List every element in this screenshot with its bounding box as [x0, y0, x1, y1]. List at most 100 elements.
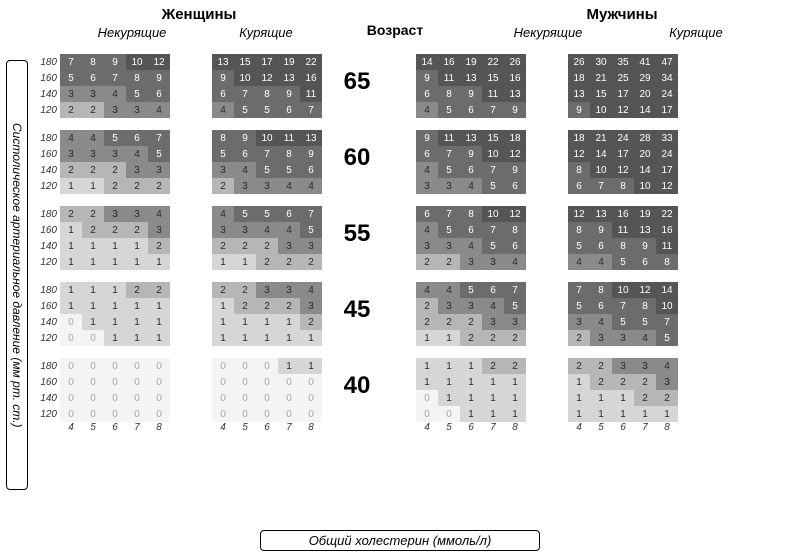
risk-cell: 5: [568, 238, 590, 254]
panel-row: 12011111: [36, 254, 170, 270]
sbp-label: 140: [36, 241, 60, 252]
risk-panel: 22334122231111211111: [188, 282, 322, 346]
risk-cell: 0: [416, 406, 438, 422]
age-row: 1801112216011111140011111200011122334122…: [36, 282, 780, 346]
risk-cell: 12: [634, 282, 656, 298]
risk-cell: 24: [656, 146, 678, 162]
risk-cell: 6: [126, 130, 148, 146]
cholesterol-row: 45678: [416, 422, 526, 433]
risk-cell: 4: [82, 130, 104, 146]
risk-cell: 3: [212, 162, 234, 178]
risk-cell: 7: [438, 146, 460, 162]
risk-cell: 1: [634, 406, 656, 422]
panel-row: 00111: [392, 406, 526, 422]
panel-row: 16011111: [36, 298, 170, 314]
risk-cell: 8: [612, 238, 634, 254]
sbp-label: 120: [36, 333, 60, 344]
panel-row: 45679: [392, 162, 526, 178]
risk-cell: 2: [482, 330, 504, 346]
risk-cell: 1: [256, 314, 278, 330]
risk-cell: 13: [460, 70, 482, 86]
risk-cell: 6: [634, 254, 656, 270]
risk-cell: 47: [656, 54, 678, 70]
risk-cell: 35: [612, 54, 634, 70]
risk-cell: 1: [504, 406, 526, 422]
panel-row: 45679: [392, 102, 526, 118]
risk-cell: 4: [460, 238, 482, 254]
sbp-label: 120: [36, 181, 60, 192]
risk-cell: 2: [590, 374, 612, 390]
panel-row: 44568: [544, 254, 678, 270]
panel-row: 11112: [188, 314, 322, 330]
chol-label: 6: [256, 422, 278, 433]
risk-cell: 5: [656, 330, 678, 346]
risk-cell: 5: [212, 146, 234, 162]
risk-cell: 8: [504, 222, 526, 238]
risk-cell: 1: [104, 314, 126, 330]
sbp-label: 160: [36, 301, 60, 312]
risk-cell: 3: [104, 206, 126, 222]
panel-row: 1807891012: [36, 54, 170, 70]
panel-row: 18022334: [36, 206, 170, 222]
risk-panel: 131517192291012131667891145567: [188, 54, 322, 118]
risk-cell: 19: [460, 54, 482, 70]
risk-cell: 2: [104, 162, 126, 178]
risk-cell: 12: [568, 206, 590, 222]
risk-cell: 1: [438, 390, 460, 406]
risk-cell: 22: [300, 54, 322, 70]
sbp-label: 160: [36, 149, 60, 160]
risk-cell: 1: [460, 406, 482, 422]
risk-cell: 3: [256, 178, 278, 194]
risk-cell: 3: [104, 102, 126, 118]
risk-cell: 1: [460, 390, 482, 406]
risk-cell: 3: [612, 330, 634, 346]
risk-cell: 4: [416, 162, 438, 178]
risk-cell: 3: [212, 222, 234, 238]
risk-cell: 7: [482, 102, 504, 118]
panel-row: 22233: [392, 314, 526, 330]
men-title: Мужчины: [474, 6, 770, 23]
risk-cell: 1: [568, 406, 590, 422]
men-nonsmoking: Некурящие: [474, 25, 622, 40]
risk-cell: 0: [60, 314, 82, 330]
risk-cell: 1: [504, 390, 526, 406]
risk-cell: 3: [438, 298, 460, 314]
risk-cell: 2: [612, 374, 634, 390]
risk-cell: 13: [460, 130, 482, 146]
risk-cell: 0: [278, 406, 300, 422]
y-axis-text: Систолическое артериальное давление (мм …: [10, 123, 24, 428]
panel-row: 6891113: [392, 86, 526, 102]
risk-cell: 14: [656, 282, 678, 298]
risk-cell: 21: [590, 130, 612, 146]
chol-label: 4: [416, 422, 438, 433]
risk-cell: 7: [482, 162, 504, 178]
risk-cell: 18: [568, 70, 590, 86]
risk-cell: 7: [438, 206, 460, 222]
risk-cell: 0: [126, 390, 148, 406]
panel-row: 16000000: [36, 374, 170, 390]
panel-row: 12022334: [36, 102, 170, 118]
risk-cell: 2: [568, 358, 590, 374]
risk-cell: 22: [482, 54, 504, 70]
chol-label: 5: [590, 422, 612, 433]
risk-cell: 18: [504, 130, 526, 146]
risk-cell: 10: [656, 298, 678, 314]
risk-cell: 9: [634, 238, 656, 254]
risk-cell: 0: [300, 374, 322, 390]
chol-label: 5: [82, 422, 104, 433]
risk-cell: 1: [416, 358, 438, 374]
risk-cell: 1: [148, 330, 170, 346]
sbp-label: 140: [36, 89, 60, 100]
risk-cell: 2: [416, 298, 438, 314]
risk-panel: 1800000016000000140000001200000045678: [36, 358, 170, 433]
age-label: 40: [322, 358, 392, 400]
risk-cell: 7: [568, 282, 590, 298]
risk-cell: 1: [460, 374, 482, 390]
risk-cell: 7: [656, 314, 678, 330]
risk-cell: 2: [504, 330, 526, 346]
risk-panel: 0001100000000000000045678: [188, 358, 322, 433]
risk-cell: 18: [568, 130, 590, 146]
risk-cell: 3: [482, 314, 504, 330]
risk-cell: 0: [82, 374, 104, 390]
risk-cell: 12: [504, 146, 526, 162]
